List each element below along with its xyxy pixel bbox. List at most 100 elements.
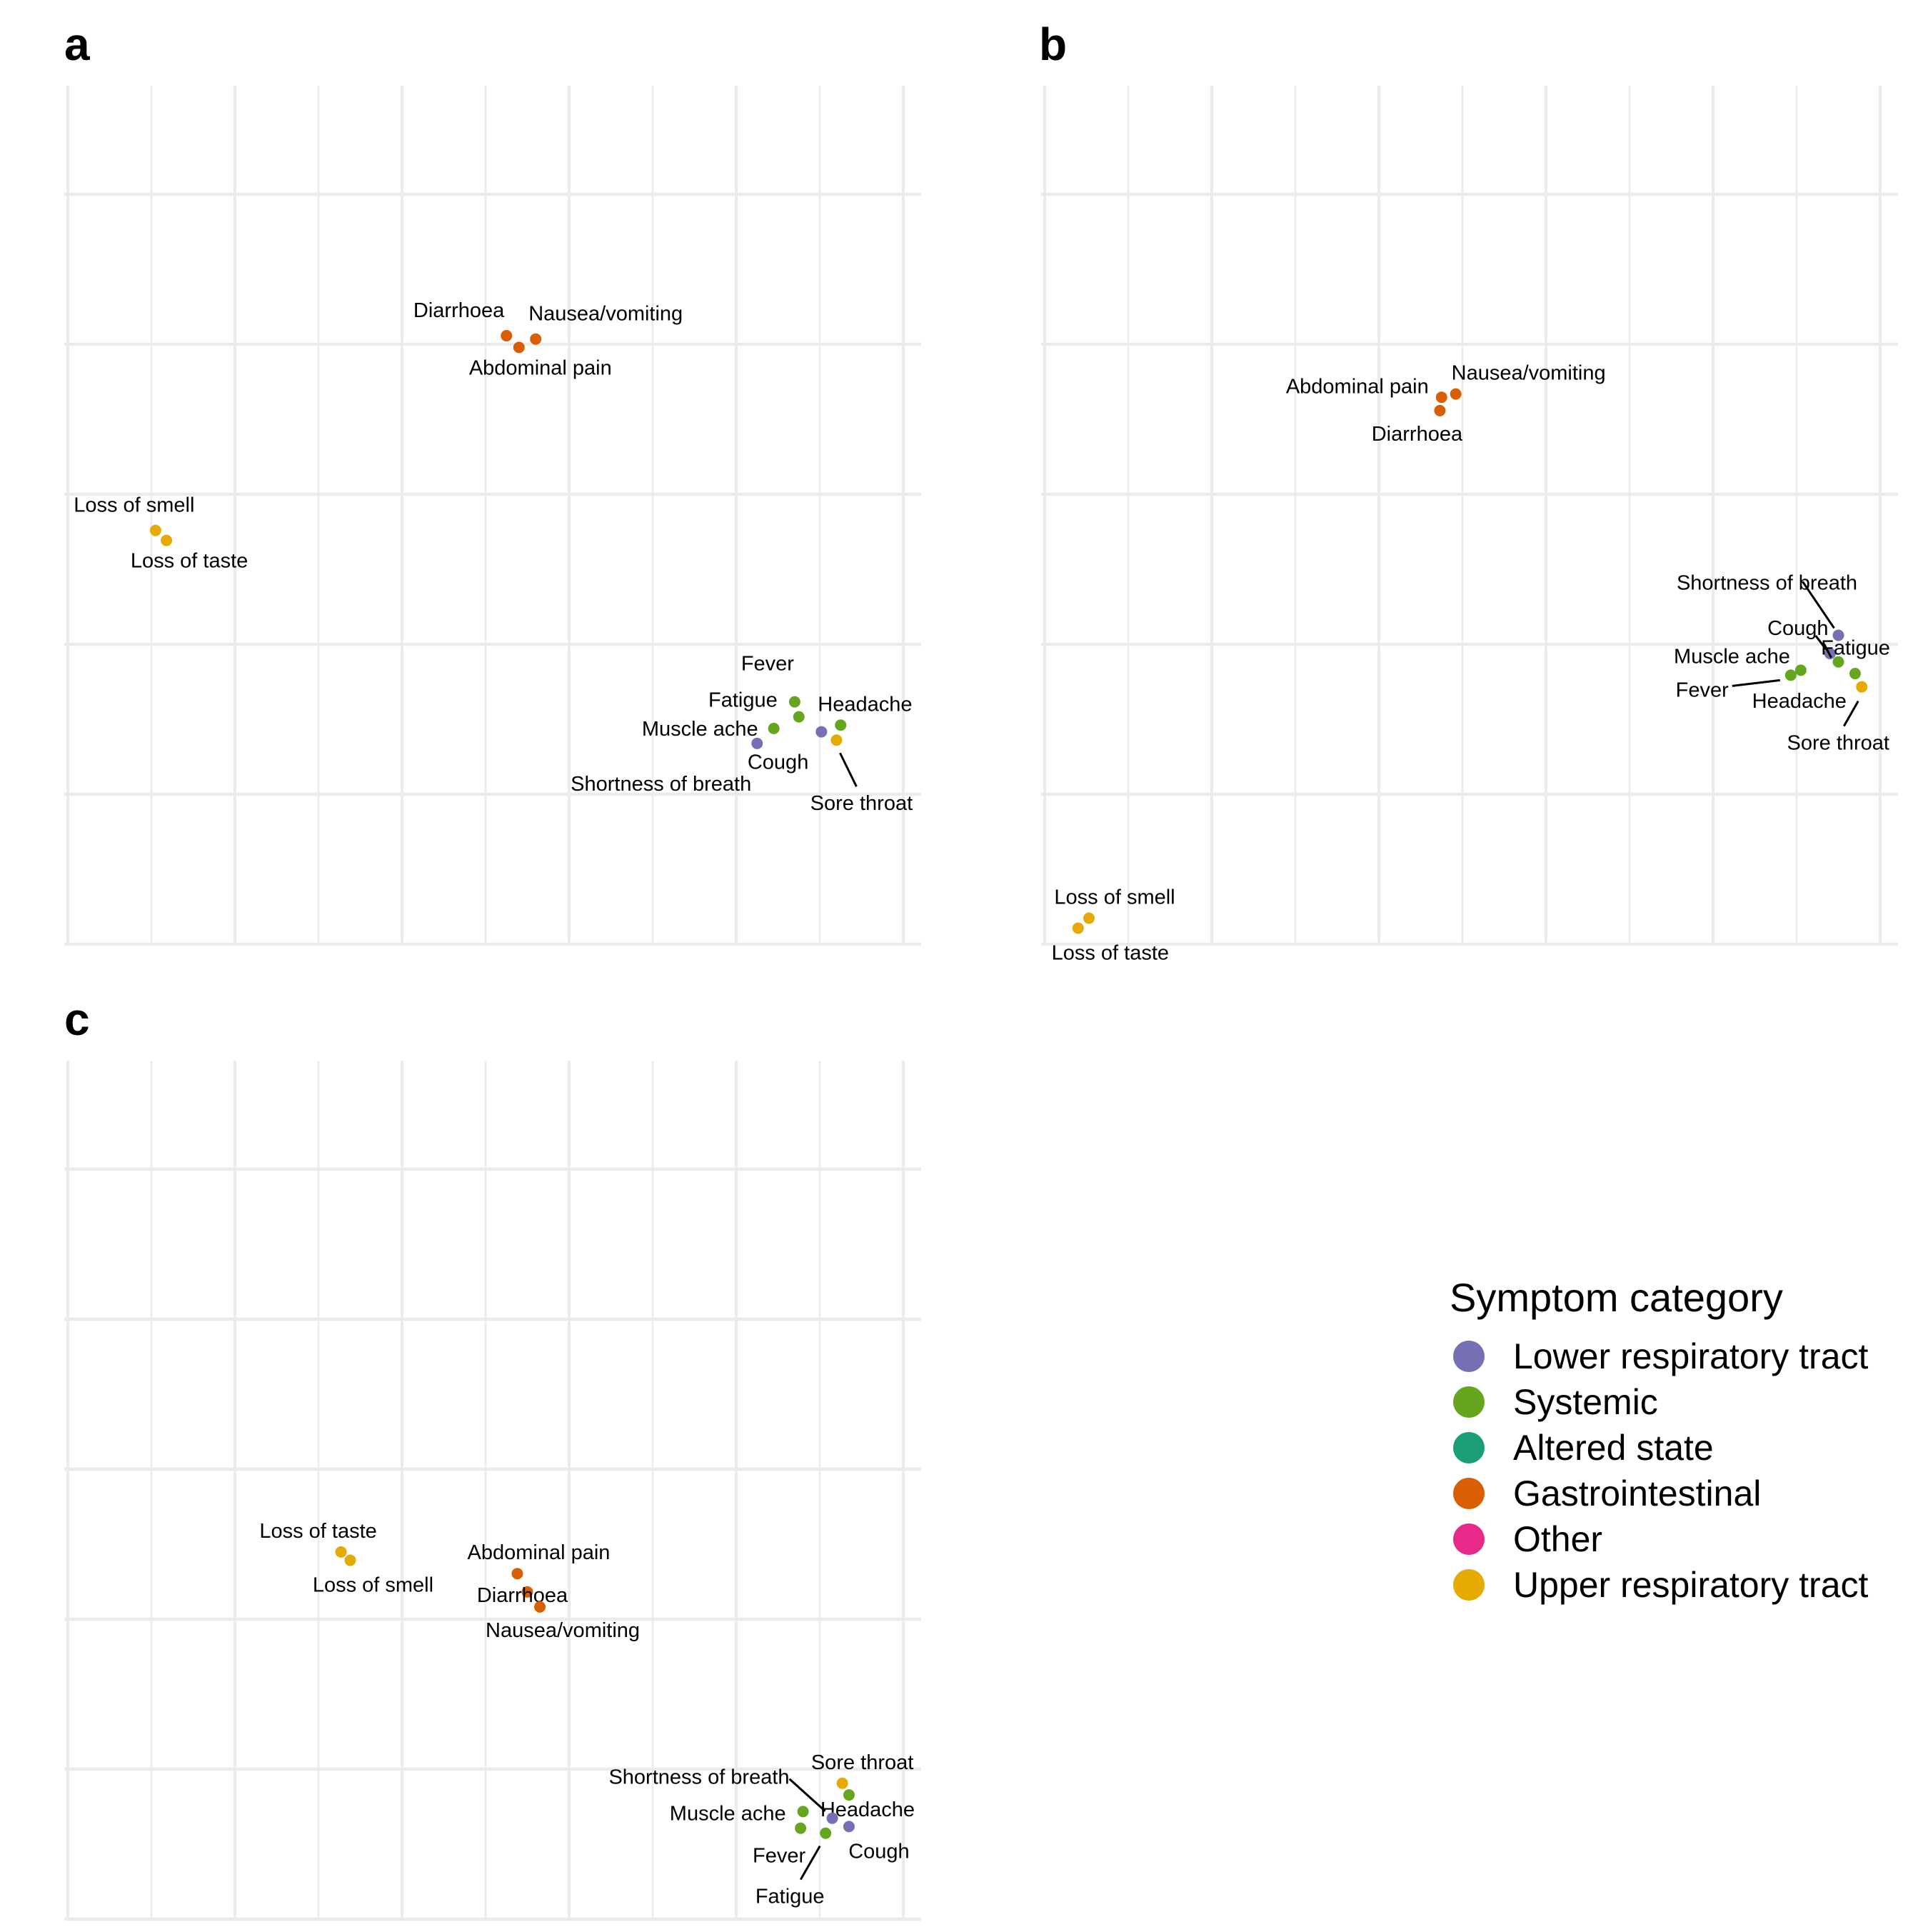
scatter-point: [501, 330, 513, 342]
label-leader-line: [1842, 700, 1859, 727]
panel-a-letter: a: [64, 19, 90, 70]
legend-label: Altered state: [1513, 1428, 1714, 1468]
legend-item: Gastrointestinal: [1450, 1471, 1907, 1516]
legend-item: Altered state: [1450, 1425, 1907, 1471]
point-label: Sore throat: [1787, 732, 1889, 755]
legend-swatch: [1453, 1523, 1485, 1556]
scatter-point: [1434, 404, 1446, 416]
scatter-point: [1856, 681, 1868, 693]
legend: Symptom category Lower respiratory tract…: [1450, 1275, 1907, 1608]
scatter-point: [768, 722, 780, 734]
point-label: Diarrhoea: [477, 1584, 568, 1607]
scatter-point: [149, 524, 161, 536]
point-label: Cough: [748, 751, 808, 774]
scatter-point: [1435, 391, 1447, 404]
scatter-point: [843, 1821, 855, 1833]
panel-a-plot: Diarrhoea Nausea/vomiting Abdominal pain Lo…: [64, 86, 921, 946]
scatter-point: [835, 719, 847, 731]
point-label: Nausea/vomiting: [1452, 362, 1606, 385]
scatter-point: [1832, 629, 1844, 641]
point-label: Headache: [818, 693, 912, 716]
point-label: Fatigue: [1821, 637, 1890, 660]
point-label: Diarrhoea: [413, 299, 505, 322]
legend-title: Symptom category: [1450, 1275, 1783, 1320]
scatter-point: [1849, 668, 1861, 680]
scatter-point: [788, 696, 800, 708]
scatter-point: [826, 1812, 838, 1824]
label-leader-line: [1814, 635, 1828, 651]
point-label: Loss of smell: [1054, 886, 1175, 909]
legend-label: Systemic: [1513, 1382, 1658, 1423]
legend-swatch: [1453, 1386, 1485, 1418]
label-leader-line: [788, 1778, 826, 1812]
gridlines: [1041, 86, 1898, 946]
scatter-point: [1784, 669, 1797, 681]
scatter-point: [830, 734, 843, 746]
scatter-point: [511, 1568, 523, 1580]
legend-label: Gastrointestinal: [1513, 1473, 1762, 1514]
scatter-point: [534, 1601, 546, 1613]
point-label: Shortness of breath: [608, 1766, 789, 1789]
legend-swatch: [1453, 1341, 1485, 1373]
gridlines: [64, 1061, 921, 1921]
scatter-point: [1794, 664, 1807, 676]
legend-item: Systemic: [1450, 1379, 1907, 1425]
scatter-point: [344, 1554, 356, 1566]
panel-c-plot: Loss of taste Loss of smell Abdominal pain…: [64, 1061, 921, 1921]
panel-b-plot: Abdominal pain Nausea/vomiting Diarrhoea Sh…: [1041, 86, 1898, 965]
point-label: Muscle ache: [642, 718, 758, 741]
legend-label: Other: [1513, 1519, 1603, 1560]
point-label: Shortness of breath: [571, 773, 751, 796]
label-leader-line: [1802, 581, 1835, 629]
legend-label: Upper respiratory tract: [1513, 1565, 1869, 1606]
scatter-point: [843, 1789, 855, 1801]
scatter-point: [795, 1822, 807, 1834]
label-leader-line: [799, 1845, 821, 1881]
legend-label: Lower respiratory tract: [1513, 1336, 1869, 1377]
legend-swatch: [1453, 1432, 1485, 1464]
point-label: Loss of taste: [131, 550, 248, 573]
point-label: Loss of smell: [313, 1574, 433, 1597]
point-label: Fever: [1676, 679, 1729, 701]
scatter-point: [521, 1586, 533, 1598]
legend-item: Upper respiratory tract: [1450, 1562, 1907, 1608]
point-label: Abdominal pain: [1286, 375, 1429, 398]
scatter-point: [1072, 922, 1084, 934]
point-label: Fatigue: [708, 689, 778, 712]
point-label: Shortness of breath: [1677, 571, 1857, 594]
scatter-point: [161, 534, 173, 546]
point-label: Fever: [753, 1845, 805, 1868]
point-label: Loss of taste: [1052, 942, 1169, 965]
point-label: Headache: [1752, 690, 1847, 713]
point-label: Fever: [741, 653, 794, 676]
point-label: Loss of taste: [259, 1520, 376, 1543]
scatter-point: [836, 1777, 848, 1789]
point-label: Abdominal pain: [467, 1541, 610, 1564]
scatter-point: [530, 333, 542, 345]
point-label: Nausea/vomiting: [486, 1619, 640, 1642]
label-leader-line: [1732, 679, 1780, 687]
legend-item: Lower respiratory tract: [1450, 1333, 1907, 1379]
scatter-point: [335, 1546, 347, 1558]
label-leader-line: [1823, 644, 1832, 659]
legend-items: Lower respiratory tract Systemic Altered s…: [1450, 1333, 1907, 1608]
scatter-point: [797, 1806, 809, 1818]
point-label: Sore throat: [810, 792, 913, 815]
legend-swatch: [1453, 1478, 1485, 1510]
label-leader-line: [839, 752, 858, 787]
point-label: Sore throat: [811, 1751, 913, 1774]
scatter-point: [1832, 656, 1844, 668]
scatter-point: [513, 341, 525, 354]
legend-swatch: [1453, 1569, 1485, 1601]
scatter-point: [820, 1827, 832, 1839]
scatter-point: [751, 737, 763, 749]
panel-c-letter: c: [64, 993, 90, 1045]
legend-item: Other: [1450, 1516, 1907, 1562]
point-label: Abdominal pain: [469, 356, 612, 379]
point-label: Cough: [848, 1840, 909, 1863]
point-label: Fatigue: [755, 1886, 825, 1908]
point-label: Muscle ache: [670, 1802, 786, 1825]
point-label: Nausea/vomiting: [528, 303, 683, 326]
